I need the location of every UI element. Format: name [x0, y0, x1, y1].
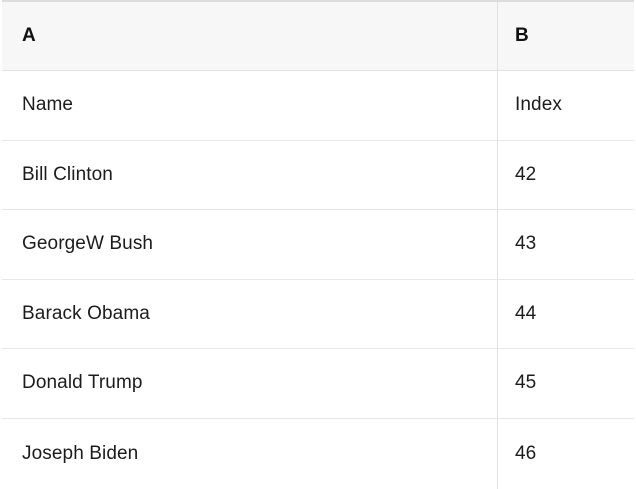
- cell-text: 42: [515, 163, 537, 185]
- cell-a6[interactable]: Joseph Biden: [2, 419, 497, 489]
- cell-text: Donald Trump: [22, 372, 143, 394]
- cell-a2[interactable]: Bill Clinton: [2, 141, 497, 210]
- column-header-row: A B: [2, 2, 634, 71]
- cell-b1[interactable]: Index: [497, 71, 634, 140]
- table-row: Donald Trump 45: [2, 349, 634, 419]
- cell-text: Joseph Biden: [22, 442, 139, 464]
- cell-text: Name: [22, 94, 74, 116]
- cell-text: 45: [515, 372, 537, 394]
- cell-b6[interactable]: 46: [497, 418, 634, 489]
- column-header-a[interactable]: A: [2, 2, 497, 70]
- table-row: Name Index: [2, 71, 634, 141]
- cell-text: Index: [515, 94, 562, 116]
- cell-text: 46: [515, 442, 537, 464]
- cell-a3[interactable]: GeorgeW Bush: [2, 210, 497, 279]
- cell-text: 44: [515, 302, 537, 324]
- cell-b3[interactable]: 43: [497, 210, 634, 279]
- table-row: GeorgeW Bush 43: [2, 210, 634, 280]
- cell-a4[interactable]: Barack Obama: [2, 280, 497, 349]
- column-header-b[interactable]: B: [497, 2, 634, 70]
- cell-text: GeorgeW Bush: [22, 233, 154, 255]
- column-header-b-label: B: [515, 25, 529, 46]
- column-header-a-label: A: [22, 25, 36, 46]
- cell-b2[interactable]: 42: [497, 140, 634, 209]
- table-row: Joseph Biden 46: [2, 418, 634, 489]
- cell-b5[interactable]: 45: [497, 349, 634, 418]
- cell-a5[interactable]: Donald Trump: [2, 349, 497, 418]
- cell-text: Barack Obama: [22, 302, 150, 324]
- cell-text: 43: [515, 233, 537, 255]
- table-row: Bill Clinton 42: [2, 140, 634, 210]
- table-row: Barack Obama 44: [2, 279, 634, 349]
- cell-text: Bill Clinton: [22, 163, 113, 185]
- cell-b4[interactable]: 44: [497, 279, 634, 348]
- cell-a1[interactable]: Name: [2, 71, 497, 140]
